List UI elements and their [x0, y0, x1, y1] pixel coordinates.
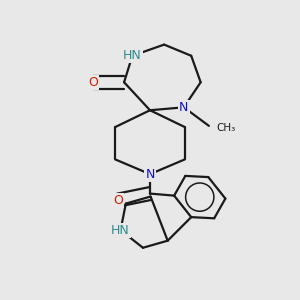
Text: N: N — [179, 101, 188, 114]
Text: CH₃: CH₃ — [216, 123, 236, 133]
Text: N: N — [145, 168, 155, 181]
Text: HN: HN — [123, 49, 142, 62]
Text: O: O — [88, 76, 98, 89]
Text: HN: HN — [111, 224, 130, 237]
Text: O: O — [113, 194, 123, 207]
